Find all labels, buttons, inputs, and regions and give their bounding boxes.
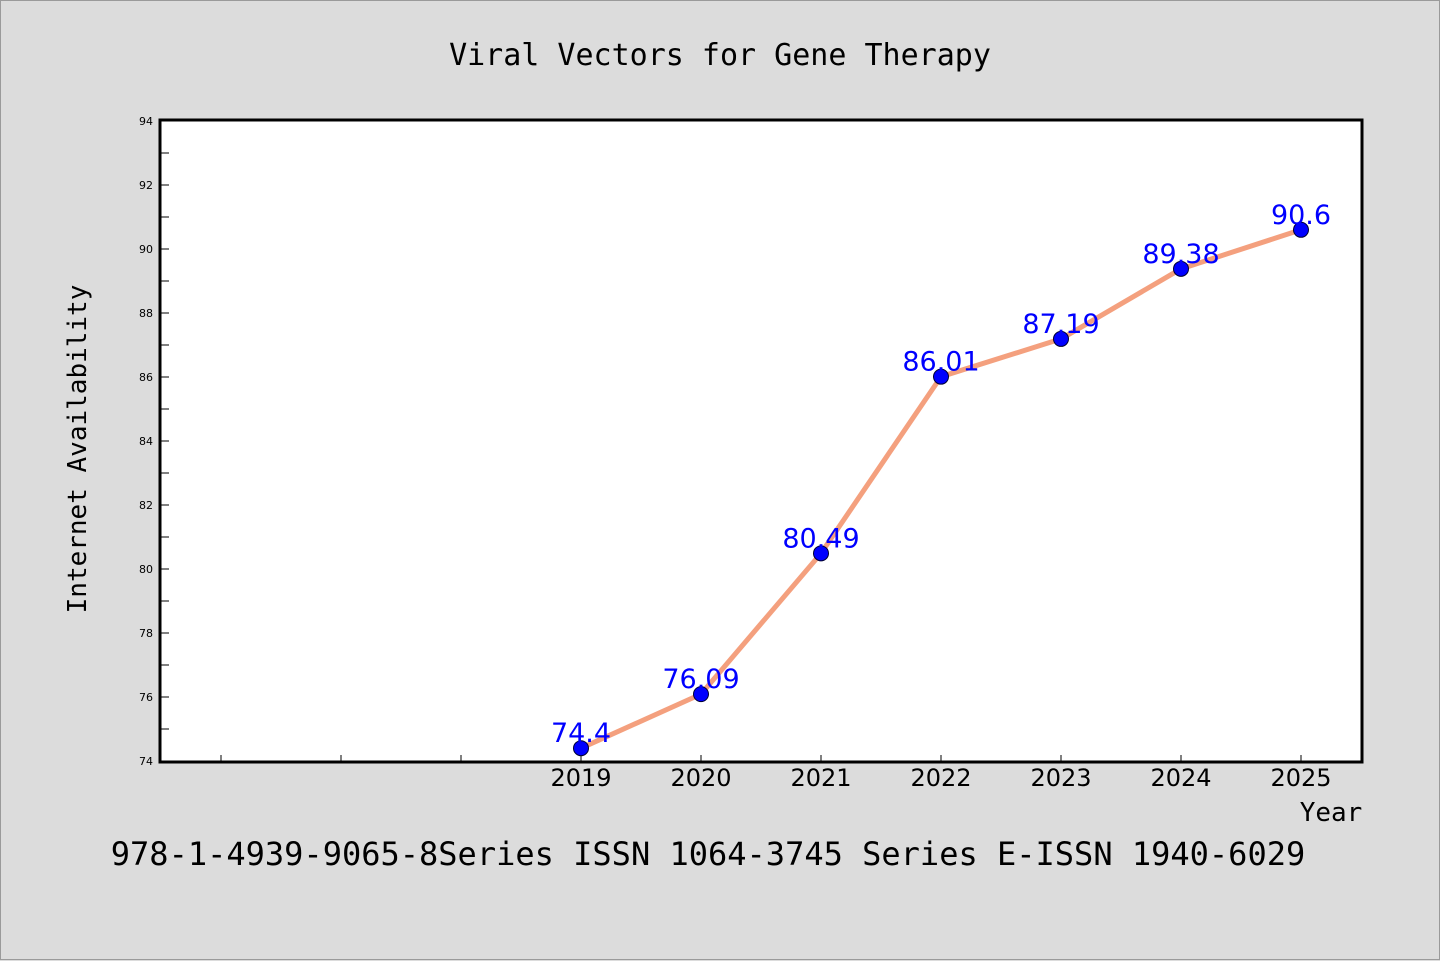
x-tick-label: 2021 (790, 764, 851, 792)
y-tick-label: 82 (139, 499, 153, 512)
data-point-marker (693, 686, 709, 703)
data-point-marker (573, 740, 589, 757)
y-tick-label: 84 (139, 435, 153, 448)
y-tick-label: 78 (139, 627, 153, 640)
data-label: 90.6 (1271, 200, 1331, 231)
x-axis: 2019 2020 2021 2022 2023 2024 2025 (220, 755, 1332, 792)
data-label: 80.49 (782, 523, 859, 554)
data-point-marker (813, 545, 829, 562)
x-tick-label: 2019 (550, 764, 611, 792)
data-label-group: 74.4 76.09 80.49 86.01 87.19 89.38 90.6 (551, 200, 1331, 749)
y-tick-label: 92 (139, 179, 153, 192)
y-axis-label: Internet Availability (63, 285, 93, 614)
x-tick-label: 2024 (1150, 764, 1211, 792)
y-tick-label: 76 (139, 691, 153, 704)
y-tick-label: 90 (139, 243, 153, 256)
y-axis: 74 76 78 80 82 84 86 88 90 92 94 (139, 115, 169, 768)
x-tick-label: 2022 (910, 764, 971, 792)
x-axis-label: Year (1300, 798, 1363, 828)
footer-text: 978-1-4939-9065-8Series ISSN 1064-3745 S… (111, 835, 1305, 873)
x-tick-label: 2020 (670, 764, 731, 792)
marker-group (573, 221, 1309, 757)
y-tick-label: 80 (139, 563, 153, 576)
data-label: 76.09 (662, 664, 739, 695)
data-point-marker (1173, 260, 1189, 277)
x-tick-label: 2025 (1270, 764, 1331, 792)
y-tick-label: 94 (139, 115, 153, 128)
data-point-marker (933, 368, 949, 385)
data-point-marker (1293, 221, 1309, 238)
data-label: 86.01 (902, 347, 979, 378)
chart-title: Viral Vectors for Gene Therapy (449, 38, 991, 73)
data-point-marker (1053, 330, 1069, 347)
data-label: 89.38 (1142, 239, 1219, 270)
y-tick-label: 86 (139, 371, 153, 384)
x-tick-label: 2023 (1030, 764, 1091, 792)
data-label: 87.19 (1022, 309, 1099, 340)
data-label: 74.4 (551, 718, 611, 749)
plot-area (158, 118, 1364, 764)
y-tick-label: 74 (139, 755, 153, 768)
y-tick-label: 88 (139, 307, 153, 320)
